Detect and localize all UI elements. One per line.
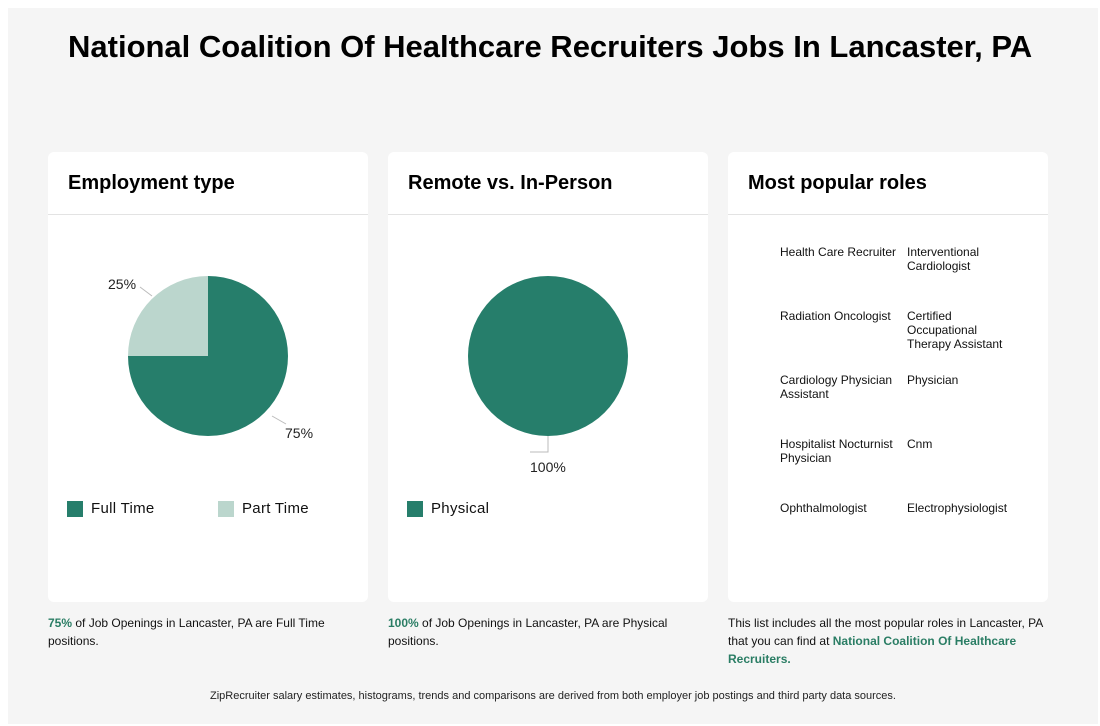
- role-item[interactable]: Physician: [907, 373, 959, 387]
- page-title: National Coalition Of Healthcare Recruit…: [68, 29, 1033, 64]
- legend-label-part-time: Part Time: [242, 500, 309, 517]
- remote-caption-percent: 100%: [388, 616, 419, 630]
- pie-slice-physical: [468, 276, 628, 436]
- legend-swatch-part-time: [218, 500, 234, 517]
- slice-label-physical: 100%: [530, 459, 566, 475]
- remote-caption: 100% of Job Openings in Lancaster, PA ar…: [388, 614, 708, 650]
- role-item[interactable]: Electrophysiologist: [907, 501, 1008, 515]
- legend-swatch-full-time: [67, 500, 83, 517]
- popular-roles-title: Most popular roles: [728, 152, 1048, 215]
- role-item[interactable]: Certified Occupational Therapy Assistant: [907, 309, 1003, 351]
- role-item[interactable]: Hospitalist Nocturnist Physician: [780, 437, 893, 465]
- roles-caption-period: .: [787, 652, 791, 666]
- legend-item-physical: Physical: [407, 500, 489, 517]
- remote-caption-text: of Job Openings in Lancaster, PA are Phy…: [388, 616, 668, 648]
- slice-label-part-time: 25%: [108, 276, 136, 292]
- remote-vs-in-person-title: Remote vs. In-Person: [388, 152, 708, 215]
- legend-item-part-time: Part Time: [218, 500, 309, 517]
- legend-swatch-physical: [407, 500, 423, 517]
- employment-caption: 75% of Job Openings in Lancaster, PA are…: [48, 614, 368, 650]
- employment-type-card: Employment type 25% 75% Full Time Part T…: [48, 152, 368, 602]
- employment-pie-chart: 25% 75%: [108, 276, 313, 441]
- pie-slice-part-time: [127, 276, 208, 356]
- role-item[interactable]: Cnm: [907, 437, 933, 451]
- roles-list: Health Care Recruiter Interventional Car…: [780, 245, 1020, 565]
- role-item[interactable]: Cardiology Physician Assistant: [780, 373, 893, 401]
- role-item[interactable]: Health Care Recruiter: [780, 245, 897, 259]
- legend-label-full-time: Full Time: [91, 500, 155, 517]
- employment-type-title: Employment type: [48, 152, 368, 215]
- legend-label-physical: Physical: [431, 500, 490, 517]
- page-container: National Coalition Of Healthcare Recruit…: [8, 8, 1098, 724]
- label-leader-100: [530, 436, 549, 453]
- employment-caption-percent: 75%: [48, 616, 73, 630]
- label-leader-75: [271, 415, 287, 425]
- role-item[interactable]: Ophthalmologist: [780, 501, 867, 515]
- label-leader-25: [139, 286, 153, 297]
- remote-pie-chart: 100%: [468, 276, 628, 475]
- popular-roles-card: Most popular roles Health Care Recruiter…: [728, 152, 1048, 602]
- role-item[interactable]: Interventional Cardiologist: [907, 245, 980, 273]
- remote-vs-in-person-card: Remote vs. In-Person 100% Physical: [388, 152, 708, 602]
- employment-caption-text: of Job Openings in Lancaster, PA are Ful…: [48, 616, 325, 648]
- legend-item-full-time: Full Time: [67, 500, 155, 517]
- company-link[interactable]: National Coalition Of Healthcare Recruit…: [728, 634, 1017, 666]
- role-item[interactable]: Radiation Oncologist: [780, 309, 891, 323]
- slice-label-full-time: 75%: [285, 425, 313, 441]
- roles-caption: This list includes all the most popular …: [728, 614, 1048, 668]
- footer-disclaimer: ZipRecruiter salary estimates, histogram…: [210, 690, 896, 702]
- roles-caption-text: This list includes all the most popular …: [728, 616, 1043, 648]
